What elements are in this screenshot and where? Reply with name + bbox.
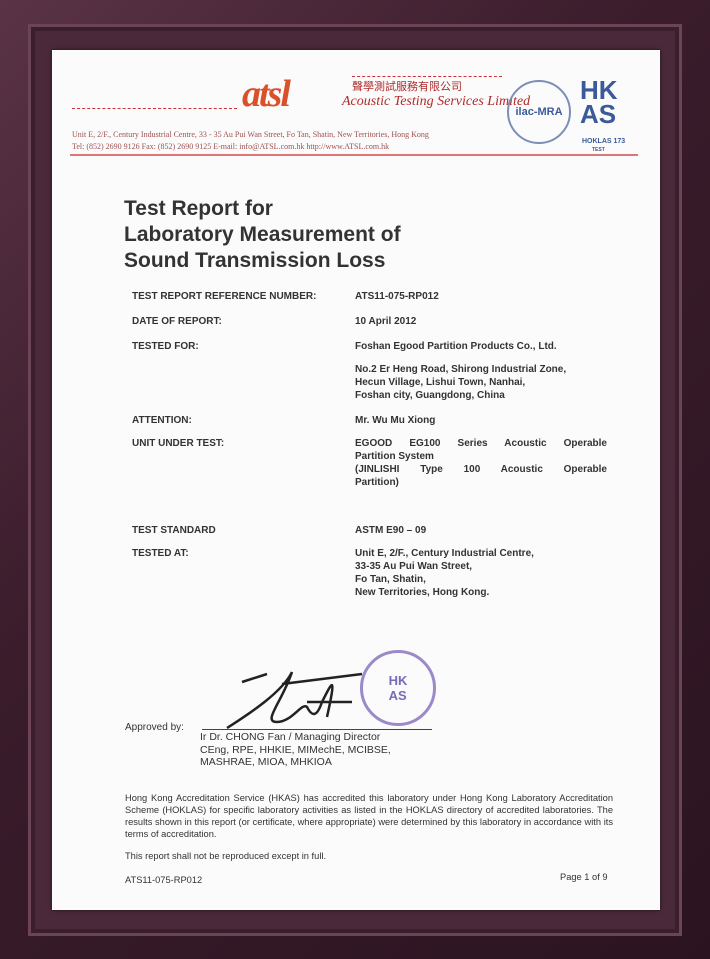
company-address: Unit E, 2/F., Century Industrial Centre,… bbox=[72, 130, 429, 139]
unit-line: (JINLISHI Type 100 Acoustic Operable bbox=[355, 464, 607, 475]
approved-by-label: Approved by: bbox=[125, 722, 184, 733]
approver-details: Ir Dr. CHONG Fan / Managing Director CEn… bbox=[200, 731, 391, 769]
standard-value: ASTM E90 – 09 bbox=[355, 525, 427, 536]
tested-at-value: Unit E, 2/F., Century Industrial Centre,… bbox=[355, 547, 607, 599]
approver-quals: CEng, RPE, HHKIE, MIMechE, MCIBSE, bbox=[200, 743, 391, 756]
tested-for-value: Foshan Egood Partition Products Co., Ltd… bbox=[355, 341, 557, 352]
standard-label: TEST STANDARD bbox=[132, 525, 216, 536]
hoklas-number: HOKLAS 173 bbox=[582, 138, 626, 145]
ref-value: ATS11-075-RP012 bbox=[355, 291, 439, 302]
divider bbox=[70, 154, 638, 156]
signature-line bbox=[202, 729, 432, 730]
company-stamp: HK AS bbox=[360, 650, 436, 726]
accreditation-statement: Hong Kong Accreditation Service (HKAS) h… bbox=[125, 793, 613, 839]
unit-label: UNIT UNDER TEST: bbox=[132, 438, 225, 449]
report-page: atsl 聲學測試服務有限公司 Acoustic Testing Service… bbox=[52, 50, 660, 910]
ref-label: TEST REPORT REFERENCE NUMBER: bbox=[132, 291, 317, 302]
footer-ref: ATS11-075-RP012 bbox=[125, 875, 203, 885]
address-line: 33-35 Au Pui Wan Street, bbox=[355, 561, 473, 572]
date-value: 10 April 2012 bbox=[355, 316, 417, 327]
tested-for-label: TESTED FOR: bbox=[132, 341, 199, 352]
date-label: DATE OF REPORT: bbox=[132, 316, 222, 327]
hoklas-sub: TEST bbox=[592, 147, 605, 153]
signature bbox=[226, 671, 363, 730]
report-title: Test Report for Laboratory Measurement o… bbox=[124, 196, 401, 274]
hkas-logo: HK AS bbox=[580, 75, 618, 129]
company-name: Acoustic Testing Services Limited bbox=[342, 94, 531, 109]
attention-value: Mr. Wu Mu Xiong bbox=[355, 415, 436, 426]
company-contact: Tel: (852) 2690 9126 Fax: (852) 2690 912… bbox=[72, 142, 390, 151]
unit-line: Partition) bbox=[355, 477, 399, 488]
unit-line: EGOOD EG100 Series Acoustic Operable bbox=[355, 438, 607, 449]
company-name-cn: 聲學測試服務有限公司 bbox=[352, 81, 462, 93]
wave-line bbox=[72, 100, 237, 109]
unit-line: Partition System bbox=[355, 451, 434, 462]
attention-label: ATTENTION: bbox=[132, 415, 192, 426]
wave-line bbox=[352, 68, 502, 77]
reproduction-note: This report shall not be reproduced exce… bbox=[125, 851, 327, 861]
address-line: Foshan city, Guangdong, China bbox=[355, 390, 505, 401]
unit-value: EGOOD EG100 Series Acoustic Operable Par… bbox=[355, 437, 607, 489]
address-line: New Territories, Hong Kong. bbox=[355, 587, 490, 598]
approver-quals: MASHRAE, MIOA, MHKIOA bbox=[200, 756, 332, 768]
page-number: Page 1 of 9 bbox=[560, 872, 608, 882]
approver-name: Ir Dr. CHONG Fan / Managing Director bbox=[200, 731, 381, 743]
ilac-mra-logo: ilac-MRA bbox=[507, 80, 571, 144]
address-line: No.2 Er Heng Road, Shirong Industrial Zo… bbox=[355, 364, 567, 375]
title-line: Test Report for bbox=[124, 197, 273, 220]
address-line: Unit E, 2/F., Century Industrial Centre, bbox=[355, 548, 534, 559]
address-line: Hecun Village, Lishui Town, Nanhai, bbox=[355, 377, 526, 388]
atsl-logo: atsl bbox=[242, 73, 291, 115]
address-line: Fo Tan, Shatin, bbox=[355, 574, 426, 585]
title-line: Sound Transmission Loss bbox=[124, 249, 386, 272]
title-line: Laboratory Measurement of bbox=[124, 223, 401, 246]
tested-for-address: No.2 Er Heng Road, Shirong Industrial Zo… bbox=[355, 363, 607, 402]
tested-at-label: TESTED AT: bbox=[132, 548, 189, 559]
